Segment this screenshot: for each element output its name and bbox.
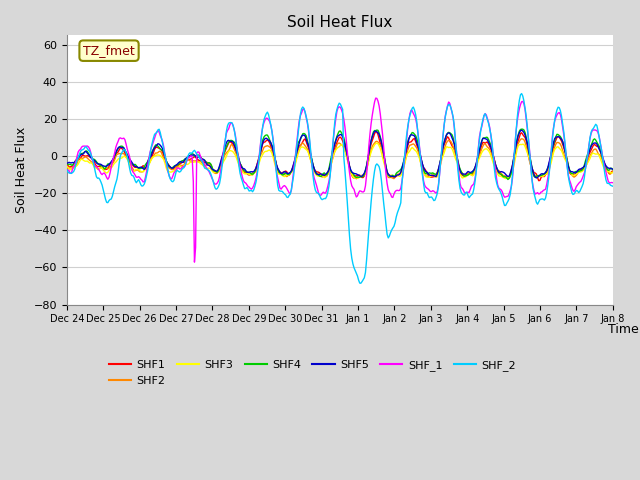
SHF3 [609,170,617,176]
SHF_2 [357,280,365,286]
SHF1 [465,171,473,177]
SHF2 [609,168,617,174]
SHF4 [293,144,301,150]
SHF5 [518,127,525,133]
SHF2 [396,171,403,177]
X-axis label: Time: Time [609,324,639,336]
Line: SHF_2: SHF_2 [67,94,613,283]
Line: SHF2: SHF2 [67,139,613,179]
SHF5 [395,172,403,178]
SHF1 [372,129,380,134]
SHF2 [293,152,301,157]
SHF3 [63,163,70,169]
SHF_1 [467,186,474,192]
SHF4 [369,133,376,139]
SHF_2 [561,139,569,145]
SHF4 [233,145,241,151]
SHF5 [369,134,376,140]
SHF_2 [609,183,617,189]
SHF_1 [234,151,242,156]
SHF3 [233,156,241,161]
SHF_1 [294,126,302,132]
SHF1 [369,137,376,143]
Y-axis label: Soil Heat Flux: Soil Heat Flux [15,127,28,213]
SHF2 [518,136,525,142]
SHF2 [233,152,241,158]
SHF2 [369,142,377,147]
SHF5 [561,148,569,154]
SHF5 [609,167,617,172]
SHF3 [465,171,473,177]
SHF_2 [465,195,473,201]
SHF5 [464,168,472,174]
SHF4 [464,172,472,178]
SHF2 [63,165,70,171]
SHF3 [369,146,376,152]
SHF_2 [63,167,70,173]
SHF_1 [191,259,198,265]
Line: SHF1: SHF1 [67,132,613,180]
SHF3 [561,156,569,162]
SHF3 [502,176,509,181]
SHF_2 [518,91,525,96]
SHF2 [561,154,569,159]
SHF1 [396,171,403,177]
SHF2 [353,176,360,181]
SHF5 [63,160,70,166]
Line: SHF5: SHF5 [67,130,613,178]
SHF3 [396,173,403,179]
SHF_1 [561,142,569,147]
SHF3 [373,140,381,146]
Legend: SHF1, SHF2, SHF3, SHF4, SHF5, SHF_1, SHF_2: SHF1, SHF2, SHF3, SHF4, SHF5, SHF_1, SHF… [104,356,520,390]
SHF3 [293,155,301,160]
SHF_1 [63,168,70,173]
SHF1 [561,148,569,154]
Text: TZ_fmet: TZ_fmet [83,44,135,57]
SHF1 [293,148,301,154]
SHF1 [233,150,241,156]
SHF5 [293,148,301,154]
SHF_2 [233,144,241,149]
SHF_1 [397,185,404,191]
SHF_1 [369,105,377,111]
SHF_2 [396,204,403,209]
SHF4 [561,147,569,153]
SHF5 [233,149,241,155]
Line: SHF3: SHF3 [67,143,613,179]
SHF4 [518,126,525,132]
Line: SHF_1: SHF_1 [67,98,613,262]
SHF_2 [369,176,377,182]
SHF1 [609,168,617,174]
SHF1 [535,178,543,183]
SHF4 [504,177,512,182]
SHF_1 [609,180,617,186]
SHF4 [63,161,70,167]
SHF_1 [372,95,380,101]
SHF4 [609,167,617,172]
Line: SHF4: SHF4 [67,129,613,180]
Title: Soil Heat Flux: Soil Heat Flux [287,15,392,30]
SHF4 [395,169,403,175]
SHF2 [465,170,473,176]
SHF1 [63,160,70,166]
SHF_2 [293,140,301,146]
SHF5 [532,175,540,181]
